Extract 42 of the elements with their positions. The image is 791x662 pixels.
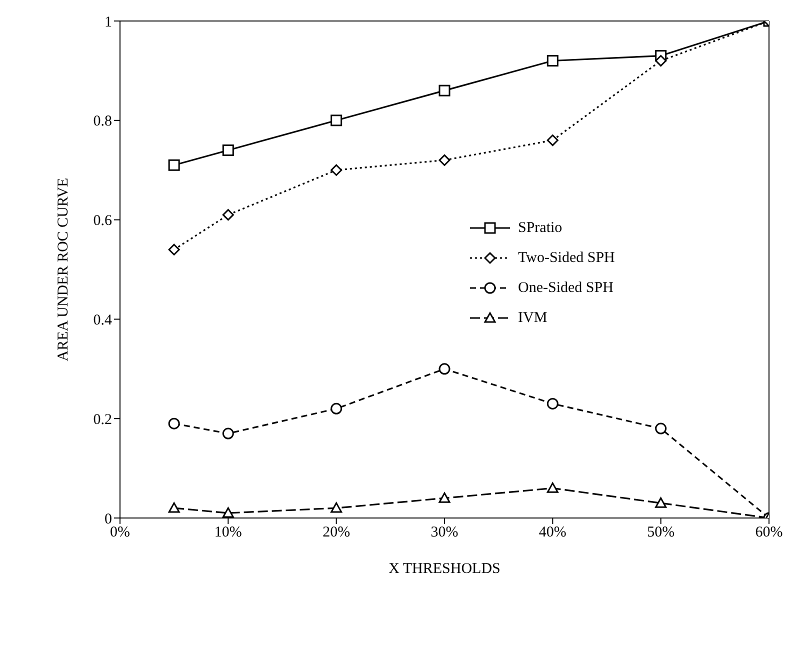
y-axis-title: AREA UNDER ROC CURVE	[55, 178, 72, 362]
point	[546, 482, 558, 493]
x-tick-label: 10%	[214, 524, 242, 541]
point	[168, 159, 180, 171]
point	[546, 55, 558, 67]
x-tick-label: 40%	[538, 524, 566, 541]
point	[330, 502, 342, 513]
point	[168, 244, 180, 256]
y-tick-label: 0.6	[93, 213, 112, 230]
point	[438, 492, 450, 503]
x-tick-label: 50%	[647, 524, 675, 541]
y-tick-label: 0	[104, 511, 112, 528]
point	[655, 497, 667, 508]
point	[438, 84, 450, 96]
legend-label: IVM	[518, 310, 548, 326]
point	[655, 422, 667, 434]
point	[546, 398, 558, 410]
point	[438, 154, 450, 166]
point	[222, 209, 234, 221]
x-tick-label: 60%	[755, 524, 783, 541]
legend-label: One-Sided SPH	[518, 280, 614, 296]
point	[330, 114, 342, 126]
y-tick-label: 0.4	[93, 312, 112, 329]
legend-label: SPratio	[518, 220, 562, 236]
point	[330, 402, 342, 414]
point	[546, 134, 558, 146]
point	[222, 428, 234, 440]
point	[222, 144, 234, 156]
y-tick-label: 0.2	[93, 412, 112, 428]
x-tick-label: 20%	[322, 524, 350, 541]
point	[168, 502, 180, 513]
point	[655, 55, 667, 67]
x-tick-label: 0%	[110, 524, 130, 541]
point	[222, 507, 234, 518]
point	[438, 363, 450, 375]
y-tick-label: 0.8	[93, 114, 112, 130]
point	[330, 164, 342, 176]
point	[168, 418, 180, 430]
x-axis-title: X THRESHOLDS	[388, 561, 500, 577]
y-tick-label: 1	[104, 14, 112, 30]
x-tick-label: 30%	[430, 524, 458, 541]
legend-label: Two-Sided SPH	[518, 250, 615, 266]
